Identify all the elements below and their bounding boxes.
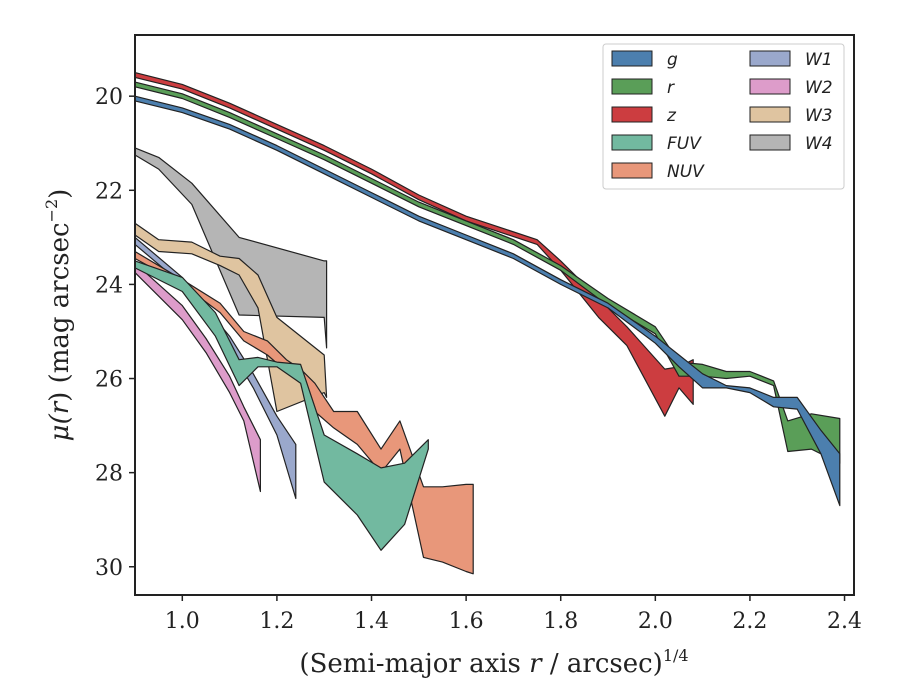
- band-g: [134, 95, 841, 507]
- y-tick-label: 22: [95, 179, 123, 204]
- band-z: [134, 71, 694, 417]
- x-tick-label: 2.2: [732, 609, 767, 634]
- legend-label-w1: W1: [805, 50, 833, 70]
- legend-swatch-w1: [749, 50, 791, 67]
- legend-label-w3: W3: [805, 106, 833, 126]
- x-tick-label: 1.8: [543, 609, 578, 634]
- y-tick-label: 28: [95, 462, 123, 487]
- legend-swatch-r: [611, 78, 653, 95]
- band-w2: [134, 262, 261, 493]
- x-tick-label: 1.4: [354, 609, 389, 634]
- x-axis-label-pre: (Semi-major axis: [299, 649, 529, 679]
- x-tick-label: 2.0: [638, 609, 673, 634]
- legend-label-fuv: FUV: [667, 134, 702, 154]
- y-axis-label-sup: −2: [42, 199, 61, 223]
- y-axis-label-unit: ) (mag arcsec: [45, 222, 75, 401]
- x-tick-label: 1.0: [165, 609, 200, 634]
- legend-swatch-z: [611, 106, 653, 123]
- legend-entries: grz FUV NUV W1 W2 W3 W4: [611, 50, 833, 182]
- legend-label-g: g: [667, 50, 678, 70]
- band-nuv: [134, 250, 474, 575]
- x-axis-label-post: / arcsec): [542, 649, 663, 679]
- legend-label-w2: W2: [805, 78, 833, 98]
- legend-label-r: r: [667, 78, 675, 98]
- x-axis-label-sup: 1/4: [663, 646, 689, 665]
- x-tick-label: 2.4: [827, 609, 862, 634]
- legend-swatch-w3: [749, 106, 791, 123]
- y-axis-label-var: r: [45, 400, 75, 414]
- y-axis-label-mu: μ(: [45, 413, 75, 441]
- x-tick-label: 1.2: [259, 609, 294, 634]
- band-w4: [134, 147, 328, 349]
- profile-bands: [134, 71, 841, 575]
- legend-label-w4: W4: [805, 134, 833, 154]
- legend-swatch-w4: [749, 134, 791, 151]
- legend-swatch-nuv: [611, 162, 653, 179]
- legend-swatch-g: [611, 50, 653, 67]
- y-tick-label: 20: [95, 85, 123, 110]
- legend-label-z: z: [666, 106, 677, 126]
- legend-swatch-fuv: [611, 134, 653, 151]
- x-axis-label-var: r: [529, 649, 543, 679]
- y-tick-label: 24: [95, 273, 123, 298]
- y-tick-label: 26: [95, 368, 123, 393]
- legend: grz FUV NUV W1 W2 W3 W4: [602, 43, 845, 190]
- y-axis-ticks: 20 22 24 26 28 30: [95, 85, 135, 581]
- band-fuv: [134, 260, 429, 551]
- legend-swatch-w2: [749, 78, 791, 95]
- x-axis-label: (Semi-major axis r / arcsec)1/4: [299, 646, 688, 679]
- legend-label-nuv: NUV: [667, 162, 705, 182]
- y-axis-label-close: ): [45, 189, 75, 199]
- x-tick-label: 1.6: [449, 609, 484, 634]
- x-axis-ticks: 1.0 1.2 1.4 1.6 1.8 2.0 2.2 2.4: [165, 595, 862, 634]
- y-tick-label: 30: [95, 556, 123, 581]
- plot-frame: [134, 34, 855, 596]
- y-axis-label: μ(r) (mag arcsec−2): [42, 189, 75, 442]
